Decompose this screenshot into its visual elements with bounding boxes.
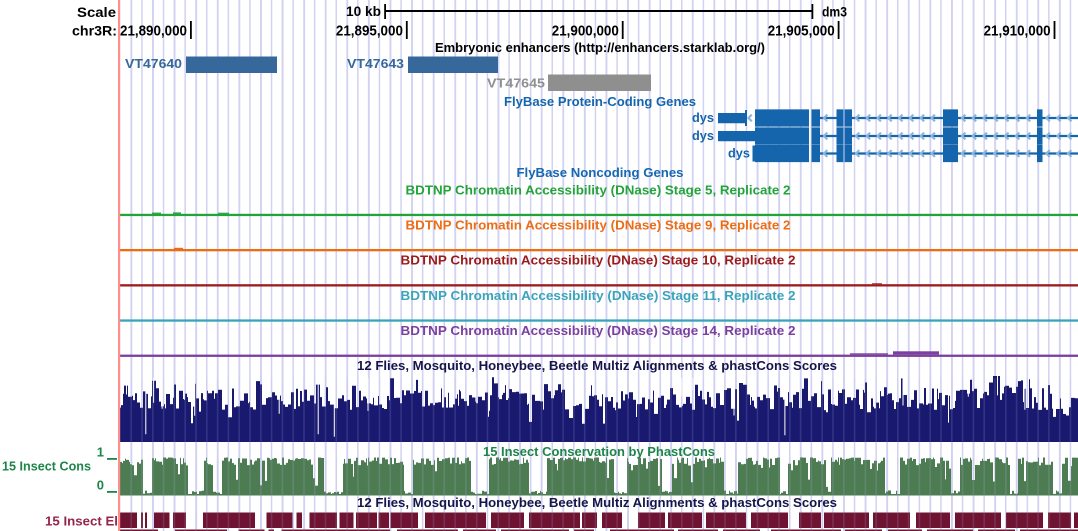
svg-text:12 Flies, Mosquito, Honeybee,: 12 Flies, Mosquito, Honeybee, Beetle Mul…	[357, 358, 837, 373]
svg-text:10 kb: 10 kb	[346, 3, 381, 19]
svg-text:VT47643: VT47643	[347, 56, 404, 71]
svg-text:21,890,000: 21,890,000	[120, 23, 187, 40]
svg-text:chr3R:: chr3R:	[72, 23, 117, 39]
svg-text:BDTNP Chromatin Accessibility: BDTNP Chromatin Accessibility (DNase) St…	[401, 323, 796, 338]
svg-text:BDTNP Chromatin Accessibility: BDTNP Chromatin Accessibility (DNase) St…	[401, 253, 796, 268]
svg-text:15 Insect Conservation by Phas: 15 Insect Conservation by PhastCons	[483, 444, 715, 459]
svg-text:dys: dys	[728, 146, 750, 161]
svg-text:21,895,000: 21,895,000	[336, 23, 403, 40]
svg-text:0: 0	[97, 478, 104, 493]
svg-text:1: 1	[97, 445, 104, 460]
svg-text:12 Flies, Mosquito, Honeybee,: 12 Flies, Mosquito, Honeybee, Beetle Mul…	[357, 495, 837, 510]
svg-text:Embryonic enhancers (http://en: Embryonic enhancers (http://enhancers.st…	[435, 40, 765, 55]
svg-text:dys: dys	[692, 128, 714, 143]
svg-text:BDTNP Chromatin Accessibility: BDTNP Chromatin Accessibility (DNase) St…	[401, 288, 796, 303]
svg-text:21,900,000: 21,900,000	[552, 23, 619, 40]
svg-text:21,910,000: 21,910,000	[984, 23, 1051, 40]
svg-text:BDTNP Chromatin Accessibility: BDTNP Chromatin Accessibility (DNase) St…	[406, 218, 791, 233]
svg-text:dm3: dm3	[822, 4, 847, 20]
svg-text:15 Insect Cons: 15 Insect Cons	[2, 459, 91, 474]
svg-text:Scale: Scale	[77, 4, 116, 20]
svg-text:VT47645: VT47645	[487, 76, 545, 91]
svg-text:15 Insect El: 15 Insect El	[45, 514, 118, 529]
svg-text:dys: dys	[692, 110, 714, 125]
svg-text:21,905,000: 21,905,000	[768, 23, 835, 40]
svg-text:BDTNP Chromatin Accessibility: BDTNP Chromatin Accessibility (DNase) St…	[406, 182, 791, 197]
svg-text:VT47640: VT47640	[125, 56, 182, 71]
svg-text:FlyBase Noncoding Genes: FlyBase Noncoding Genes	[517, 165, 684, 180]
svg-text:FlyBase Protein-Coding Genes: FlyBase Protein-Coding Genes	[504, 94, 696, 109]
